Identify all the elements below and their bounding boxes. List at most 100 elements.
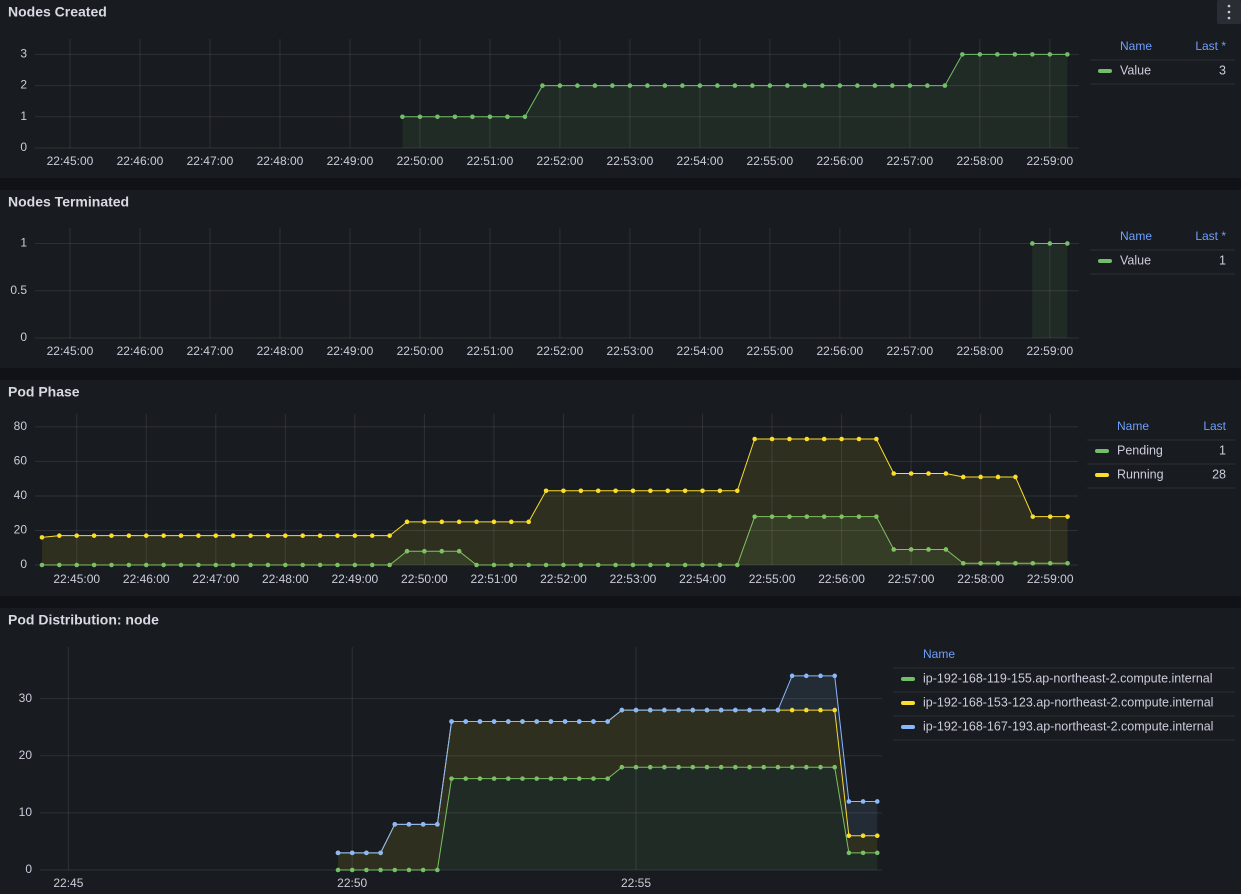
data-point <box>506 719 511 724</box>
data-point <box>449 719 454 724</box>
data-point <box>682 562 688 568</box>
data-point <box>630 488 636 494</box>
legend-name[interactable]: Running <box>1117 467 1164 481</box>
data-point <box>960 52 965 57</box>
x-tick-label: 22:54:00 <box>677 154 724 168</box>
x-tick-label: 22:51:00 <box>467 154 514 168</box>
data-point <box>452 114 458 120</box>
data-point <box>526 562 531 568</box>
data-point <box>787 514 792 519</box>
x-tick-label: 22:57:00 <box>888 572 935 586</box>
data-point <box>704 764 710 770</box>
data-point <box>789 764 795 770</box>
legend-header: Last * <box>1195 229 1226 243</box>
data-point <box>804 514 810 519</box>
data-point <box>578 488 584 494</box>
data-point <box>39 535 45 540</box>
data-point <box>818 707 823 713</box>
data-point <box>821 436 827 442</box>
legend-name[interactable]: ip-192-168-119-155.ap-northeast-2.comput… <box>923 671 1213 685</box>
data-point <box>630 562 636 568</box>
data-point <box>734 488 740 494</box>
x-tick-label: 22:55:00 <box>749 572 796 586</box>
x-tick-label: 22:52:00 <box>537 154 584 168</box>
y-tick-label: 10 <box>19 805 33 819</box>
data-point <box>715 83 720 88</box>
data-point <box>613 488 618 494</box>
legend-name[interactable]: ip-192-168-167-193.ap-northeast-2.comput… <box>923 719 1213 733</box>
legend-name[interactable]: Value <box>1120 253 1151 267</box>
data-point <box>491 719 497 724</box>
data-point <box>420 867 426 873</box>
data-point <box>874 850 880 856</box>
data-point <box>704 707 710 713</box>
data-point <box>364 867 369 873</box>
menu-dot <box>1227 16 1231 20</box>
data-point <box>591 719 596 724</box>
legend-name[interactable]: Pending <box>1117 443 1163 457</box>
x-tick-label: 22:46:00 <box>117 154 164 168</box>
data-point <box>619 764 625 770</box>
data-point <box>1065 514 1070 519</box>
data-point <box>543 488 549 494</box>
menu-dot <box>1227 4 1231 8</box>
data-point <box>439 519 445 525</box>
data-point <box>872 83 878 88</box>
data-point <box>456 519 462 525</box>
data-point <box>734 562 740 568</box>
legend-name[interactable]: Value <box>1120 63 1151 77</box>
data-point <box>860 833 866 839</box>
data-point <box>1047 560 1053 566</box>
data-point <box>349 867 355 873</box>
data-point <box>665 488 671 494</box>
data-point <box>662 764 667 770</box>
data-point <box>733 764 738 770</box>
data-point <box>91 533 97 538</box>
area-fill <box>402 54 1068 149</box>
data-point <box>700 562 705 568</box>
data-point <box>422 519 427 525</box>
y-tick-label: 20 <box>19 748 33 762</box>
data-point <box>648 562 653 568</box>
panel-title: Pod Phase <box>8 384 80 400</box>
data-point <box>821 514 827 519</box>
x-tick-label: 22:57:00 <box>887 154 934 168</box>
data-point <box>789 707 795 713</box>
x-tick-label: 22:46:00 <box>123 572 170 586</box>
x-tick-label: 22:54:00 <box>679 572 726 586</box>
data-point <box>392 822 398 827</box>
legend-name[interactable]: ip-192-168-153-123.ap-northeast-2.comput… <box>923 695 1213 709</box>
x-tick-label: 22:45 <box>53 876 83 890</box>
legend-last: 1 <box>1219 253 1226 267</box>
y-tick-label: 80 <box>14 419 28 433</box>
data-point <box>995 474 1001 480</box>
area-fill <box>338 675 878 853</box>
data-point <box>178 562 184 568</box>
data-point <box>860 799 866 804</box>
data-point <box>435 822 440 827</box>
data-point <box>662 707 667 713</box>
area-fill <box>338 767 878 870</box>
data-point <box>645 83 650 88</box>
data-point <box>213 562 219 568</box>
x-tick-label: 22:56:00 <box>817 344 864 358</box>
data-point <box>978 560 983 566</box>
x-tick-label: 22:55 <box>621 876 651 890</box>
data-point <box>562 776 568 781</box>
data-point <box>610 83 615 88</box>
data-point <box>960 474 966 480</box>
data-point <box>595 562 601 568</box>
data-point <box>456 548 462 554</box>
data-point <box>548 719 554 724</box>
data-point <box>802 83 808 88</box>
data-point <box>540 83 545 88</box>
x-tick-label: 22:49:00 <box>331 572 378 586</box>
x-tick-label: 22:57:00 <box>887 344 934 358</box>
data-point <box>161 562 166 568</box>
data-point <box>592 83 598 88</box>
data-point <box>874 436 879 442</box>
data-point <box>74 533 80 538</box>
y-tick-label: 3 <box>20 47 27 61</box>
